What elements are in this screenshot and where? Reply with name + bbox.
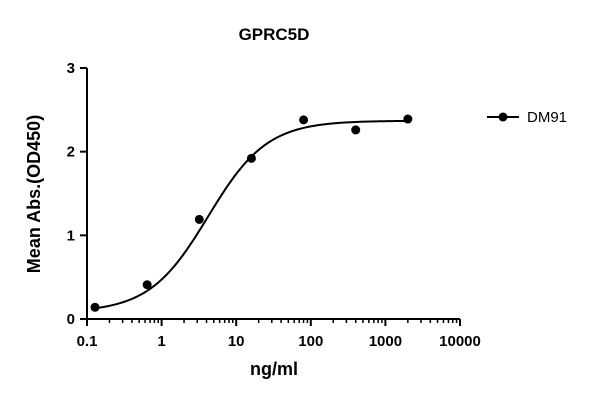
- legend-marker: [498, 112, 508, 122]
- y-tick-label: 2: [67, 144, 75, 161]
- x-axis-label: ng/ml: [250, 359, 298, 379]
- x-tick-label: 10: [228, 333, 245, 350]
- x-ticks: 0.1 1 10 100 1000 10000: [77, 319, 481, 350]
- legend-label: DM91: [527, 109, 567, 126]
- y-tick-label: 1: [67, 227, 75, 244]
- y-axis-label: Mean Abs.(OD450): [24, 115, 44, 273]
- x-tick-label: 0.1: [77, 333, 98, 350]
- data-point: [142, 280, 152, 290]
- x-tick-label: 100: [298, 333, 323, 350]
- data-point: [299, 115, 309, 125]
- x-tick-label: 1000: [369, 333, 402, 350]
- fit-curve: [94, 119, 408, 310]
- data-point: [403, 114, 413, 124]
- data-points: [90, 114, 413, 312]
- data-point: [351, 125, 361, 135]
- chart-title: GPRC5D: [239, 25, 310, 44]
- data-point: [90, 302, 100, 312]
- y-tick-label: 0: [67, 311, 75, 328]
- x-tick-label: 10000: [439, 333, 481, 350]
- x-tick-label: 1: [157, 333, 165, 350]
- y-ticks: 0 1 2 3: [67, 60, 87, 328]
- legend: DM91: [487, 109, 567, 126]
- data-point: [194, 214, 204, 224]
- data-point: [246, 153, 256, 163]
- y-tick-label: 3: [67, 60, 75, 77]
